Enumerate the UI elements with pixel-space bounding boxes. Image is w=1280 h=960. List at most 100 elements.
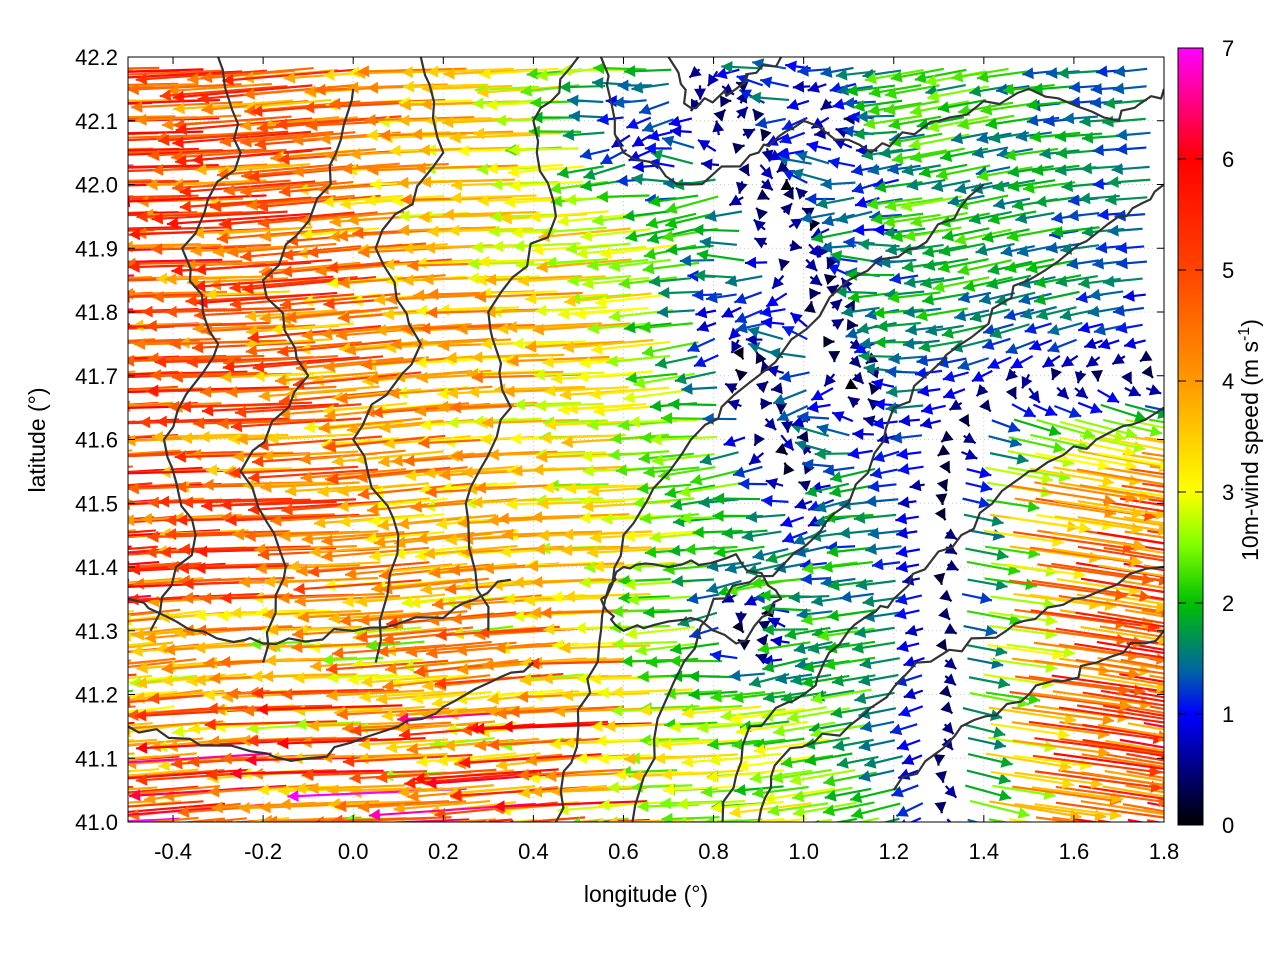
wind-arrow-shaft xyxy=(1097,657,1164,671)
wind-arrow-head xyxy=(936,478,949,492)
wind-arrow-head xyxy=(832,739,845,752)
wind-arrow-shaft xyxy=(1119,738,1164,749)
wind-arrow xyxy=(660,768,744,781)
wind-arrow-head xyxy=(413,665,426,678)
wind-arrow xyxy=(765,478,784,490)
wind-arrow-head xyxy=(793,642,806,655)
wind-arrow-shaft xyxy=(128,387,134,391)
wind-arrow-head xyxy=(376,692,388,705)
wind-arrow-head xyxy=(165,305,177,318)
wind-arrow-head xyxy=(1211,618,1223,630)
wind-arrow-head xyxy=(161,662,174,675)
wind-arrow-head xyxy=(848,396,861,409)
wind-arrow-head xyxy=(1092,257,1105,270)
wind-arrow xyxy=(1100,752,1164,766)
wind-arrow xyxy=(128,737,204,747)
wind-arrow xyxy=(1011,657,1111,676)
wind-arrow-head xyxy=(262,670,274,683)
wind-arrow-shaft xyxy=(1126,770,1164,780)
wind-arrow-head xyxy=(852,641,864,654)
wind-arrow-head xyxy=(238,801,251,814)
wind-arrow xyxy=(663,563,718,575)
wind-arrow-head xyxy=(763,792,776,804)
wind-arrow-head xyxy=(753,591,765,604)
wind-arrow xyxy=(779,370,810,383)
wind-arrow xyxy=(517,768,630,781)
wind-arrow-head xyxy=(618,591,630,604)
wind-arrow-head xyxy=(710,801,723,814)
wind-arrow-shaft xyxy=(1031,786,1123,801)
wind-arrow-head xyxy=(1253,691,1265,703)
wind-arrow xyxy=(128,608,181,617)
wind-arrow-head xyxy=(513,398,526,411)
wind-arrow-head xyxy=(144,792,156,805)
wind-arrow-head xyxy=(35,293,46,305)
wind-arrow-shaft xyxy=(379,818,470,822)
wind-arrow xyxy=(941,721,955,735)
wind-arrow-head xyxy=(781,421,794,433)
wind-arrow-head xyxy=(398,786,410,798)
wind-arrow-head xyxy=(609,621,622,634)
wind-arrow xyxy=(784,626,831,640)
wind-arrow-head xyxy=(158,495,170,508)
wind-arrow-shaft xyxy=(297,610,404,619)
wind-arrow-shaft xyxy=(1028,720,1164,741)
wind-arrow-head xyxy=(1112,353,1125,365)
wind-arrow-shaft xyxy=(1149,657,1164,663)
wind-arrow xyxy=(128,705,136,709)
wind-arrow xyxy=(783,462,795,476)
wind-arrow-head xyxy=(24,504,35,516)
wind-arrow xyxy=(356,626,474,643)
wind-arrow xyxy=(328,611,421,625)
wind-arrow xyxy=(851,371,865,385)
wind-arrow xyxy=(768,347,806,360)
wind-arrow xyxy=(948,399,963,411)
wind-arrow-head xyxy=(939,589,952,602)
wind-arrow xyxy=(760,397,772,410)
wind-arrow xyxy=(1125,784,1164,794)
wind-arrow-head xyxy=(386,617,398,630)
wind-arrow xyxy=(1076,704,1164,720)
wind-arrow-shaft xyxy=(335,800,450,808)
wind-arrow-head xyxy=(381,709,394,722)
wind-arrow xyxy=(934,801,947,814)
wind-arrow-shaft xyxy=(647,738,718,744)
wind-arrow-head xyxy=(612,637,624,650)
wind-arrow-head xyxy=(623,391,635,404)
wind-arrow xyxy=(755,351,767,365)
wind-arrow xyxy=(890,431,923,444)
wind-arrow-shaft xyxy=(1082,723,1164,739)
wind-arrow-head xyxy=(579,511,591,524)
wind-arrow xyxy=(939,460,951,474)
wind-arrow xyxy=(658,286,700,299)
wind-arrow-head xyxy=(135,823,147,835)
wind-arrow-head xyxy=(1209,739,1221,751)
wind-arrow xyxy=(963,723,1006,739)
wind-arrow-head xyxy=(838,526,851,539)
wind-arrow-head xyxy=(1050,367,1063,381)
wind-arrow-shaft xyxy=(513,816,586,822)
wind-arrow-head xyxy=(1205,589,1217,601)
wind-arrow xyxy=(943,673,957,687)
wind-arrow-shaft xyxy=(1080,625,1164,642)
wind-arrow-shaft xyxy=(389,674,468,686)
wind-arrow xyxy=(759,589,811,602)
wind-arrow-shaft xyxy=(708,752,782,763)
wind-arrow xyxy=(398,784,494,798)
wind-arrow-head xyxy=(1223,443,1235,455)
wind-arrow-shaft xyxy=(1125,784,1164,794)
wind-arrow-head xyxy=(194,641,206,654)
wind-arrow-head xyxy=(459,756,471,769)
wind-arrow-head xyxy=(697,721,709,734)
wind-arrow-head xyxy=(1061,355,1075,367)
wind-arrow xyxy=(1123,289,1146,302)
wind-arrow-head xyxy=(942,370,956,383)
wind-arrow xyxy=(128,641,174,649)
wind-arrow-head xyxy=(291,641,303,654)
wind-arrow-head xyxy=(251,670,263,683)
wind-arrow-head xyxy=(646,656,658,669)
wind-arrow xyxy=(963,432,977,445)
wind-arrow-head xyxy=(659,797,672,810)
wind-arrow xyxy=(1077,401,1103,414)
